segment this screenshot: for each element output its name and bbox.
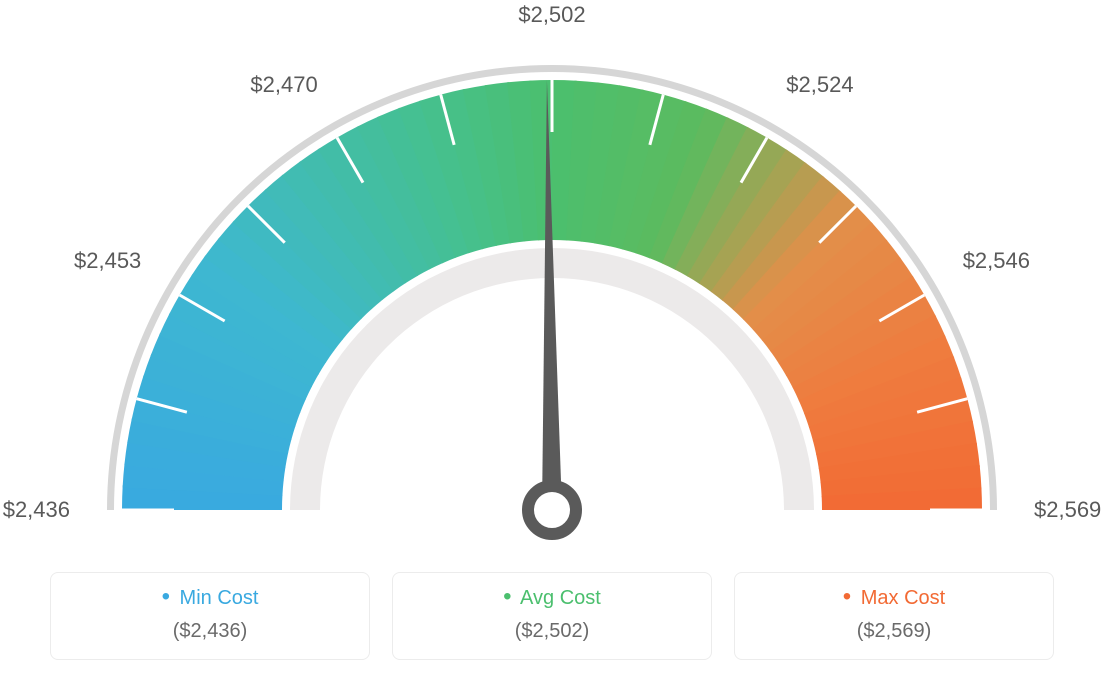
dot-icon: • [843,591,851,603]
gauge-scale-label: $2,453 [74,248,141,274]
legend-max-value: ($2,569) [745,620,1043,643]
legend-min: • Min Cost ($2,436) [50,572,370,660]
cost-gauge: $2,436 $2,453 $2,470 $2,502 $2,524 $2,546 $2,5… [0,0,1104,560]
legend-max: • Max Cost ($2,569) [734,572,1054,660]
gauge-scale-label: $2,569 [1034,497,1101,523]
legend: • Min Cost ($2,436) • Avg Cost ($2,502) … [50,572,1054,660]
gauge-scale-label: $2,546 [963,248,1030,274]
legend-avg: • Avg Cost ($2,502) [392,572,712,660]
legend-min-label: Min Cost [180,587,259,609]
gauge-scale-label: $2,502 [518,2,585,28]
gauge-scale-label: $2,470 [250,72,317,98]
gauge-scale-label: $2,524 [786,72,853,98]
gauge-scale-label: $2,436 [3,497,70,523]
legend-min-value: ($2,436) [61,620,359,643]
legend-max-label: Max Cost [861,587,945,609]
dot-icon: • [503,591,511,603]
dot-icon: • [162,591,170,603]
legend-avg-label: Avg Cost [520,587,601,609]
legend-avg-value: ($2,502) [403,620,701,643]
